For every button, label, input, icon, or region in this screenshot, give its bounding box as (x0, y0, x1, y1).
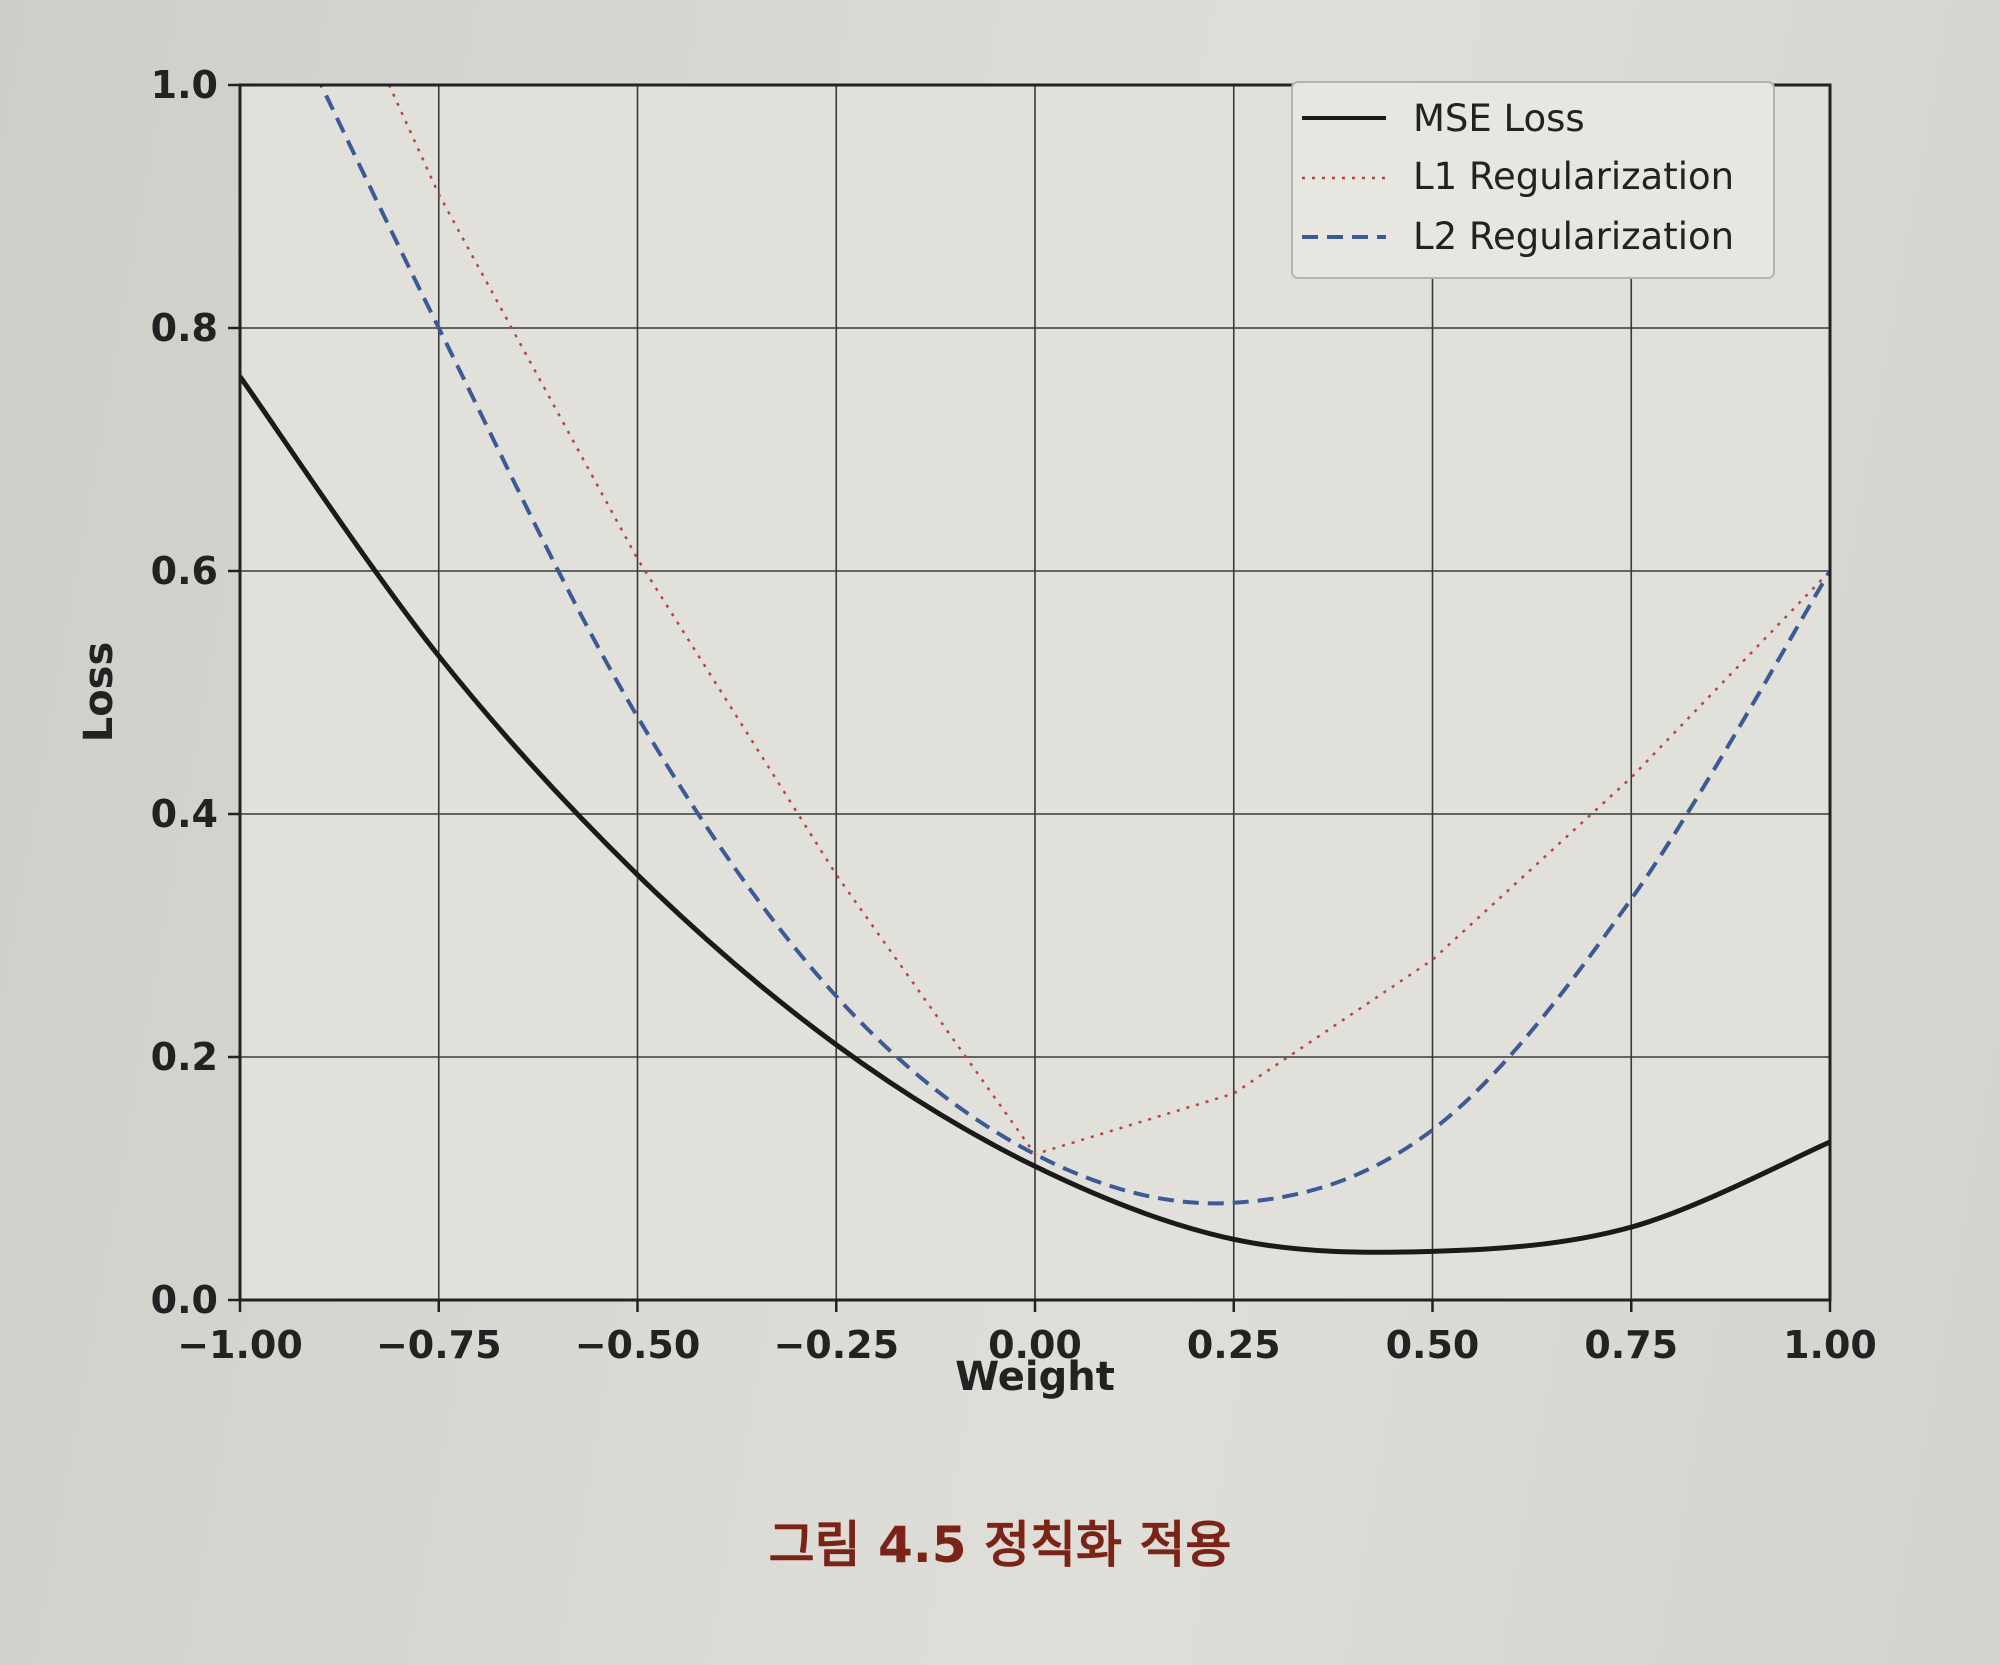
y-tick-label: 0.2 (151, 1035, 218, 1079)
y-tick-label: 0.8 (151, 306, 218, 350)
x-tick-label: −0.50 (575, 1323, 701, 1367)
legend-label-l2: L2 Regularization (1413, 215, 1734, 258)
x-tick-label: 0.25 (1187, 1323, 1281, 1367)
x-tick-label: 0.00 (988, 1323, 1082, 1367)
y-tick-label: 0.4 (151, 792, 218, 836)
figure-caption: 그림 4.5 정칙화 적용 (768, 1516, 1232, 1574)
x-tick-label: −0.75 (376, 1323, 502, 1367)
x-axis-label: Weight (955, 1354, 1115, 1400)
series-mse-loss (240, 375, 1830, 1255)
series-l2-regularization (318, 85, 1830, 1206)
x-tick-label: 1.00 (1783, 1323, 1877, 1367)
y-axis-label: Loss (76, 642, 122, 743)
legend: MSE Loss L1 Regularization L2 Regulariza… (1291, 81, 1775, 279)
y-tick-label: 0.0 (151, 1278, 218, 1322)
legend-label-l1: L1 Regularization (1413, 155, 1734, 198)
y-tick-label: 0.6 (151, 549, 218, 593)
tick-labels: −1.00 −0.75 −0.50 −0.25 0.00 0.25 0.50 0.75 1.00… (151, 63, 1877, 1367)
x-tick-label: 0.75 (1584, 1323, 1678, 1367)
legend-label-mse: MSE Loss (1413, 97, 1585, 140)
x-tick-label: −1.00 (177, 1323, 303, 1367)
legend-box (1291, 81, 1775, 279)
x-tick-label: 0.50 (1386, 1323, 1480, 1367)
y-tick-label: 1.0 (151, 63, 218, 107)
series-lines (240, 85, 1830, 1255)
x-tick-label: −0.25 (773, 1323, 899, 1367)
series-l1-regularization (387, 85, 1830, 1156)
